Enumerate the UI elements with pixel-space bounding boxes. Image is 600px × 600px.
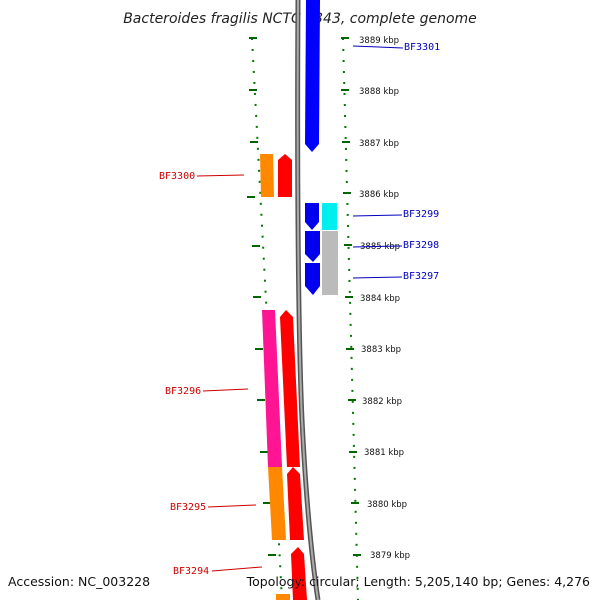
gene-label-bf3295[interactable]: BF3295	[170, 502, 206, 513]
gene-box-bf3296[interactable]	[262, 310, 282, 467]
kbp-label: 3882 kbp	[362, 397, 402, 407]
kbp-label: 3889 kbp	[359, 36, 399, 46]
gene-label-bf3300[interactable]: BF3300	[159, 171, 195, 182]
gene-label-bf3301[interactable]: BF3301	[404, 42, 440, 53]
gene-arrow-bf3301[interactable]	[305, 0, 320, 152]
kbp-label: 3880 kbp	[367, 500, 407, 510]
kbp-label: 3885 kbp	[360, 242, 400, 252]
gene-box-bf3294[interactable]	[276, 594, 290, 600]
gene-box-bf3295[interactable]	[268, 467, 286, 540]
gene-label-bf3296[interactable]: BF3296	[165, 386, 201, 397]
gene-arrow-bf3299[interactable]	[305, 203, 319, 230]
gene-label-bf3298[interactable]: BF3298	[403, 240, 439, 251]
kbp-labels: 3889 kbp 3888 kbp 3887 kbp 3886 kbp 3885…	[359, 36, 410, 561]
forward-strand-genes	[260, 154, 307, 600]
kbp-label: 3879 kbp	[370, 551, 410, 561]
reverse-strand-genes	[305, 0, 338, 295]
gene-box-bf3300[interactable]	[260, 154, 274, 197]
kbp-label: 3886 kbp	[359, 190, 399, 200]
major-ticks	[247, 37, 361, 556]
gene-arrow-bf3297[interactable]	[305, 263, 320, 295]
kbp-label: 3881 kbp	[364, 448, 404, 458]
gene-box-bf3298[interactable]	[322, 231, 338, 295]
gene-arrow-bf3298[interactable]	[305, 231, 320, 262]
gene-label-bf3294[interactable]: BF3294	[173, 566, 209, 577]
kbp-label: 3887 kbp	[359, 139, 399, 149]
gene-arrow-bf3296[interactable]	[280, 310, 300, 467]
reverse-gene-labels: BF3301 BF3299 BF3298 BF3297	[352, 42, 440, 282]
gene-arrow-bf3294[interactable]	[291, 547, 307, 600]
gene-label-bf3299[interactable]: BF3299	[403, 209, 439, 220]
topology-label: Topology: circular; Length: 5,205,140 bp…	[246, 574, 590, 589]
accession-label: Accession: NC_003228	[8, 574, 150, 589]
kbp-label: 3883 kbp	[361, 345, 401, 355]
kbp-label: 3888 kbp	[359, 87, 399, 97]
forward-gene-labels: BF3300 BF3296 BF3295 BF3294	[159, 171, 263, 577]
gene-box-bf3299[interactable]	[322, 203, 337, 230]
gene-label-bf3297[interactable]: BF3297	[403, 271, 439, 282]
gene-arrow-bf3300[interactable]	[278, 154, 292, 197]
right-tick-track	[342, 37, 359, 600]
kbp-label: 3884 kbp	[360, 294, 400, 304]
gene-arrow-bf3295[interactable]	[287, 467, 304, 540]
